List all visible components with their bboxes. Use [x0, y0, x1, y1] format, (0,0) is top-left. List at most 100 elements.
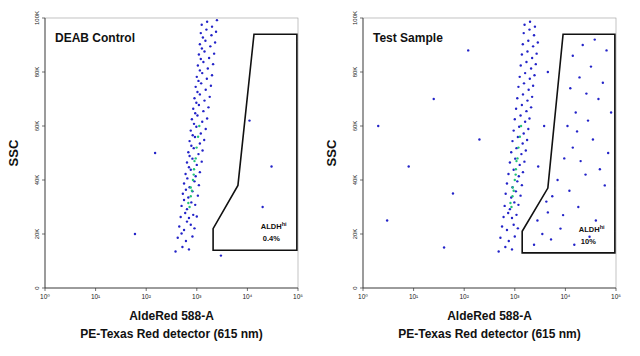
point — [517, 204, 519, 206]
point — [187, 151, 189, 153]
panel: 10⁰10¹10²10³10⁴10⁵020K40K60K80K100KALDHh… — [6, 11, 303, 341]
point — [443, 246, 445, 248]
point — [587, 119, 589, 121]
point — [154, 152, 156, 154]
point — [535, 63, 537, 65]
y-tick-label: 0 — [352, 286, 358, 290]
point — [514, 118, 516, 120]
point — [527, 39, 529, 41]
point — [528, 28, 530, 30]
point — [208, 57, 210, 59]
point — [193, 168, 195, 170]
point — [597, 98, 599, 100]
point — [377, 125, 379, 127]
point — [610, 111, 612, 113]
point — [537, 165, 539, 167]
point — [207, 106, 209, 108]
point — [199, 43, 201, 45]
point — [510, 206, 512, 208]
point — [183, 229, 185, 231]
point — [204, 39, 206, 41]
point — [210, 34, 212, 36]
point — [584, 173, 586, 175]
point — [537, 41, 539, 43]
point — [506, 182, 508, 184]
point — [198, 184, 200, 186]
point — [203, 50, 205, 52]
point — [585, 92, 587, 94]
gate-percent: 0.4% — [263, 234, 280, 243]
gate-percent: 10% — [581, 237, 596, 246]
point — [517, 146, 519, 148]
point — [193, 227, 195, 229]
point — [516, 157, 518, 159]
point — [206, 117, 208, 119]
point — [194, 136, 196, 138]
point — [134, 233, 136, 235]
point — [187, 202, 189, 204]
point — [563, 157, 565, 159]
point — [578, 76, 580, 78]
point — [521, 184, 523, 186]
point — [196, 215, 198, 217]
point — [200, 58, 202, 60]
point — [530, 67, 532, 69]
x-axis-label: AldeRed 588-A — [129, 309, 214, 323]
point — [497, 250, 499, 252]
point — [192, 108, 194, 110]
point — [433, 98, 435, 100]
point — [174, 250, 176, 252]
point — [194, 157, 196, 159]
point — [504, 193, 506, 195]
point — [196, 114, 198, 116]
y-tick — [42, 72, 45, 73]
y-tick-label: 100K — [34, 11, 40, 25]
point — [512, 186, 514, 188]
point — [202, 61, 204, 63]
gate-label: ALDHhi — [579, 224, 605, 234]
point — [527, 128, 529, 130]
point — [183, 199, 185, 201]
point — [196, 91, 198, 93]
point — [509, 208, 511, 210]
point — [514, 235, 516, 237]
point — [190, 186, 192, 188]
point — [592, 138, 594, 140]
point — [572, 55, 574, 57]
point — [569, 87, 571, 89]
point — [515, 190, 517, 192]
point — [532, 45, 534, 47]
gate — [522, 34, 615, 253]
y-tick-label: 40K — [352, 175, 358, 186]
x-tick-label: 10⁰ — [358, 293, 368, 300]
point — [519, 136, 521, 138]
x-tick-label: 10⁰ — [40, 293, 50, 300]
point — [513, 201, 515, 203]
point — [197, 64, 199, 66]
x-tick-label: 10⁴ — [242, 293, 252, 300]
point — [531, 96, 533, 98]
point — [523, 82, 525, 84]
point — [526, 99, 528, 101]
point — [519, 164, 521, 166]
point — [582, 44, 584, 46]
point — [198, 104, 200, 106]
x-axis-label: PE-Texas Red detector (615 nm) — [80, 327, 263, 341]
point — [386, 219, 388, 221]
point — [186, 220, 188, 222]
point — [533, 74, 535, 76]
point — [188, 155, 190, 157]
point — [594, 38, 596, 40]
point — [521, 53, 523, 55]
point — [201, 24, 203, 26]
point — [512, 224, 514, 226]
point — [191, 190, 193, 192]
point — [523, 32, 525, 34]
point — [195, 146, 197, 148]
y-tick-label: 60K — [352, 121, 358, 132]
point — [478, 138, 480, 140]
y-tick-label: 20K — [352, 229, 358, 240]
point — [188, 140, 190, 142]
point — [573, 244, 575, 246]
point — [206, 21, 208, 23]
